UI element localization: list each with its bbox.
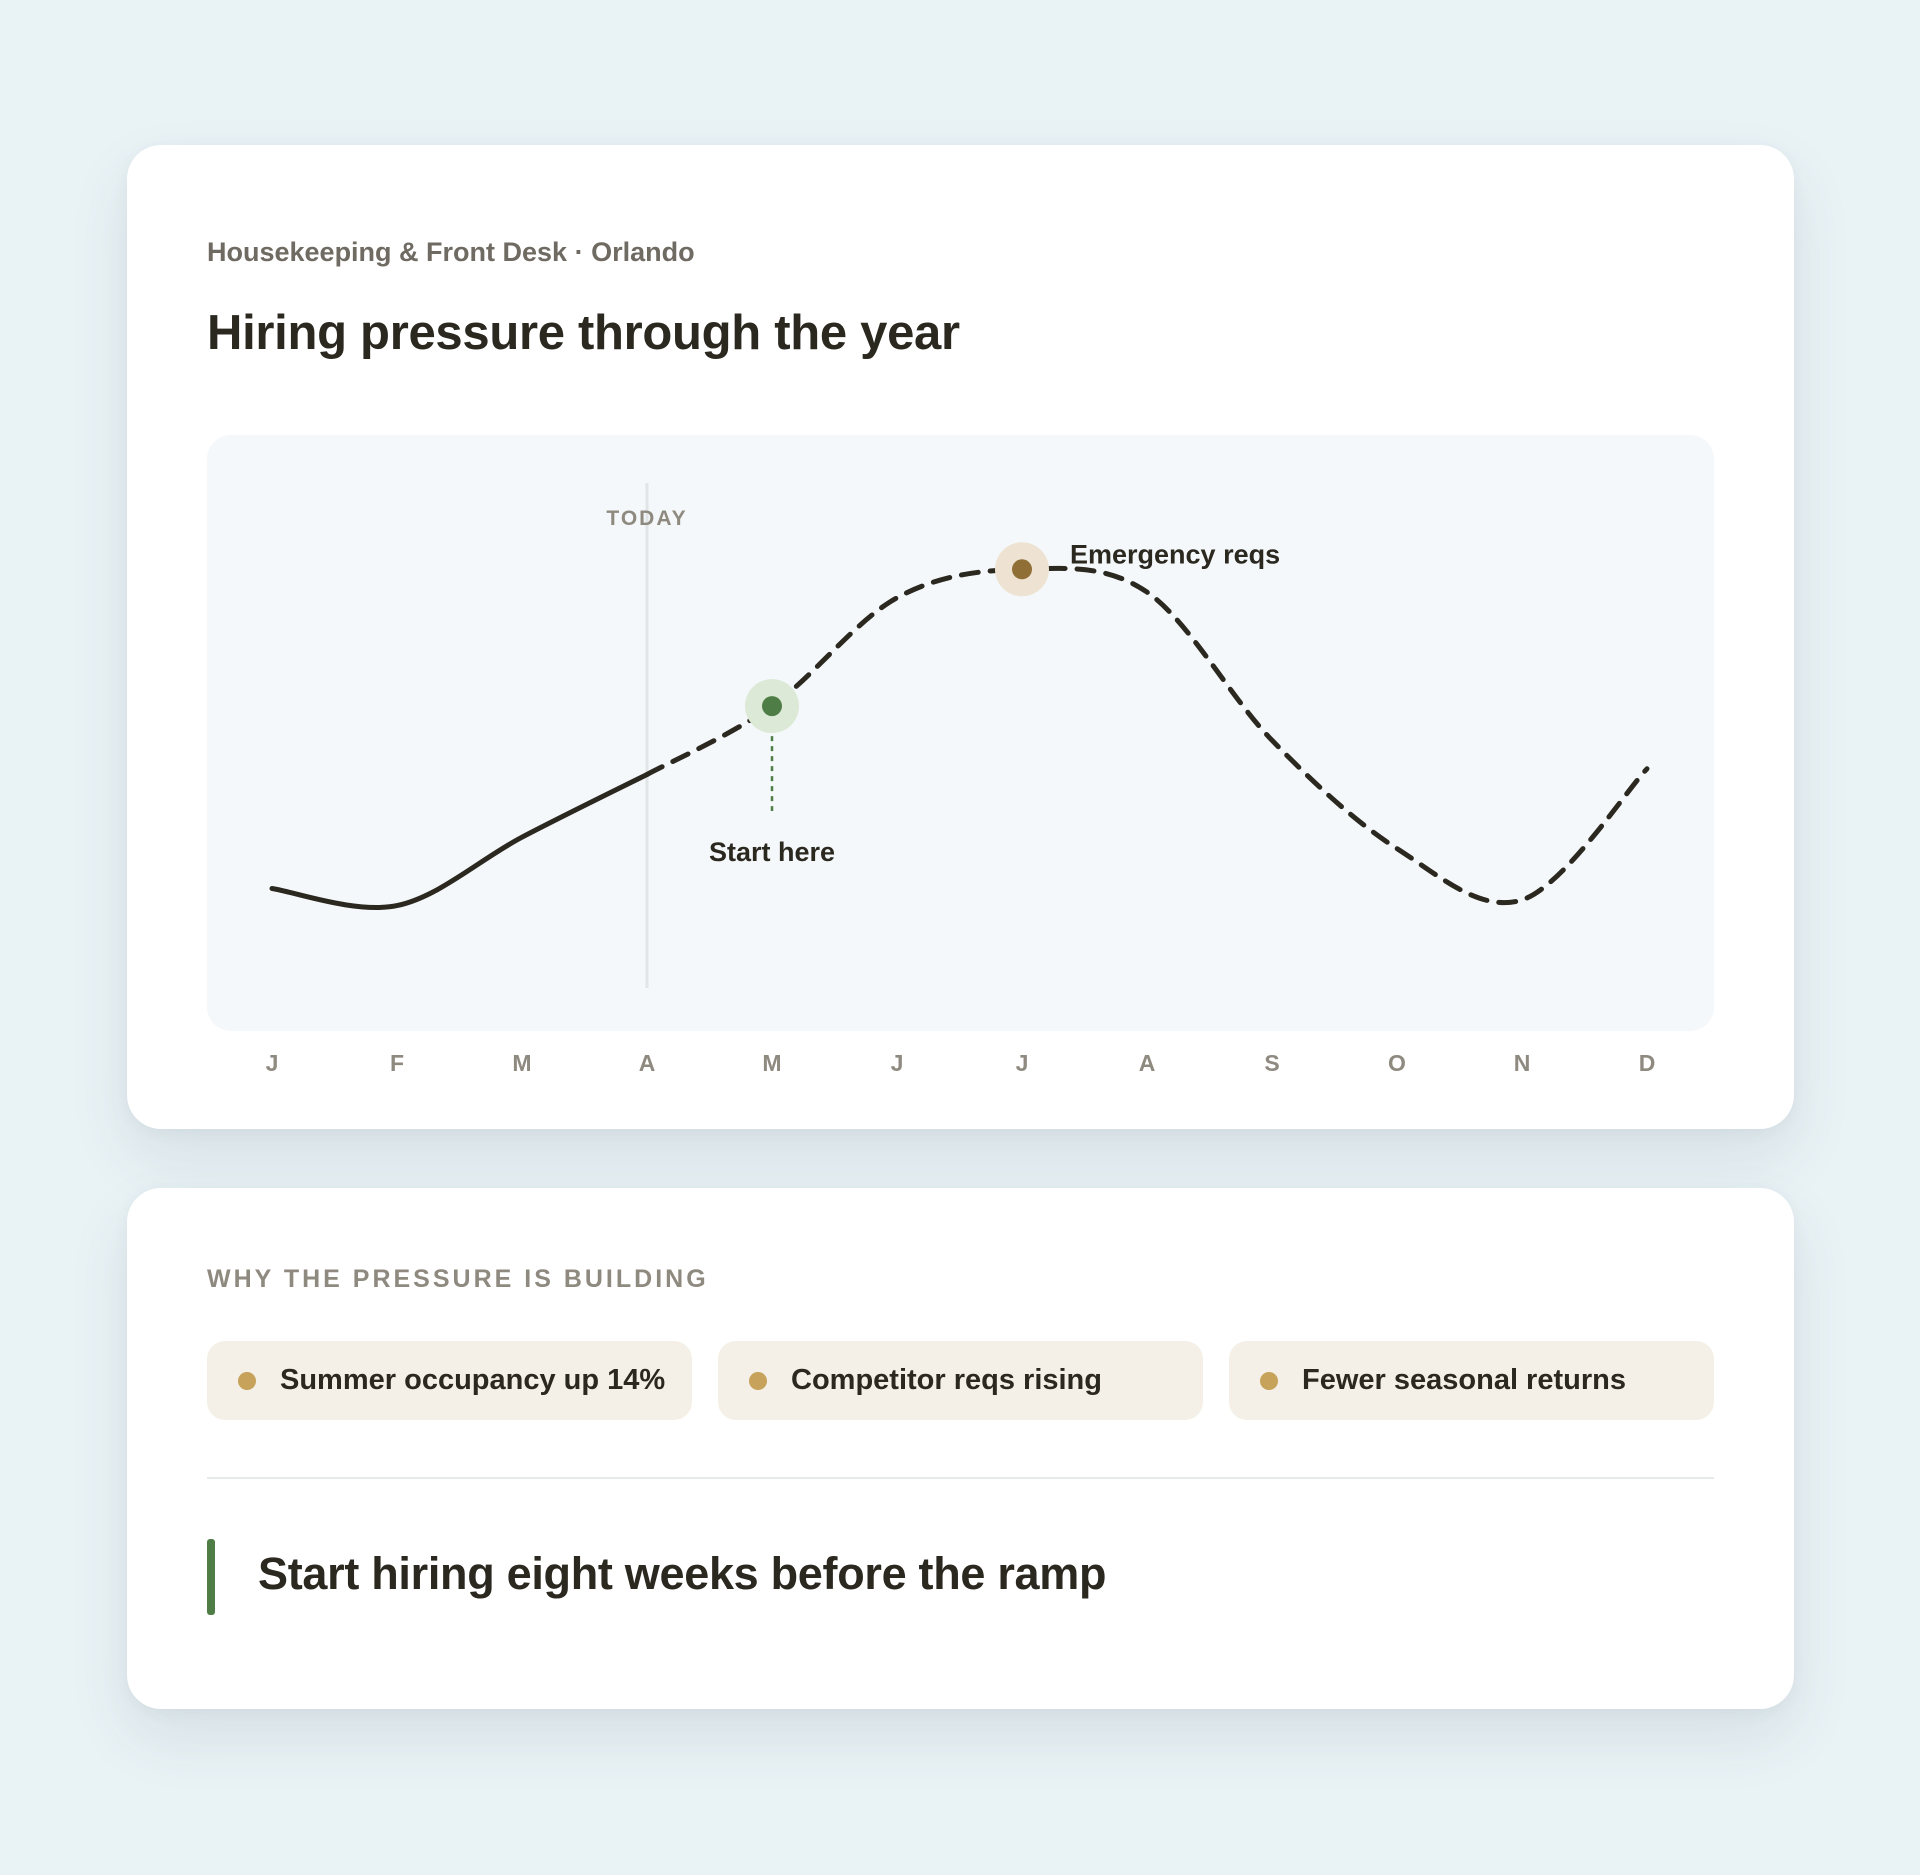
series-line-actual xyxy=(269,772,650,910)
why-card: WHY THE PRESSURE IS BUILDING Summer occu… xyxy=(127,1188,1794,1709)
x-tick-label: M xyxy=(512,1050,531,1076)
callout-recommendation: Start hiring eight weeks before the ramp xyxy=(258,1548,1107,1599)
today-label: TODAY xyxy=(606,507,687,530)
x-tick-label: J xyxy=(266,1050,279,1076)
x-tick-label: J xyxy=(1016,1050,1029,1076)
bullet-dot-icon xyxy=(1260,1371,1278,1390)
annotation-point xyxy=(1012,559,1032,580)
annotation-label-emergency-reqs: Emergency reqs xyxy=(1070,539,1280,569)
annotation-point xyxy=(762,696,782,717)
x-tick-label: D xyxy=(1639,1050,1656,1076)
reason-chip-label: Competitor reqs rising xyxy=(791,1364,1102,1396)
divider xyxy=(207,1477,1714,1479)
chart-eyebrow: Housekeeping & Front Desk · Orlando xyxy=(207,237,695,267)
bullet-dot-icon xyxy=(238,1371,256,1390)
x-tick-label: N xyxy=(1514,1050,1531,1076)
x-tick-label: A xyxy=(639,1050,656,1076)
series-line-forecast xyxy=(644,565,1650,906)
reason-chip-label: Fewer seasonal returns xyxy=(1302,1364,1626,1396)
chart-plot-area xyxy=(207,435,1714,1031)
hiring-pressure-chart: TODAY Start here Emergency reqs J F M A M J J A S O N… xyxy=(266,483,1656,1076)
x-tick-label: A xyxy=(1139,1050,1156,1076)
annotation-label-start-here: Start here xyxy=(709,837,835,867)
callout-accent-bar xyxy=(207,1539,215,1615)
reason-chip-occupancy: Summer occupancy up 14% xyxy=(207,1341,692,1420)
chart-title: Hiring pressure through the year xyxy=(207,306,960,360)
reason-chip-label: Summer occupancy up 14% xyxy=(280,1364,666,1396)
chart-card: Housekeeping & Front Desk · Orlando Hiri… xyxy=(127,145,1794,1129)
reason-chip-seasonal: Fewer seasonal returns xyxy=(1229,1341,1714,1420)
x-tick-label: F xyxy=(390,1050,404,1076)
x-tick-label: M xyxy=(762,1050,781,1076)
why-section-label: WHY THE PRESSURE IS BUILDING xyxy=(207,1265,709,1293)
bullet-dot-icon xyxy=(749,1371,767,1390)
reason-chip-competitors: Competitor reqs rising xyxy=(718,1341,1203,1420)
x-tick-label: O xyxy=(1388,1050,1406,1076)
x-tick-label: J xyxy=(891,1050,904,1076)
x-tick-label: S xyxy=(1264,1050,1279,1076)
